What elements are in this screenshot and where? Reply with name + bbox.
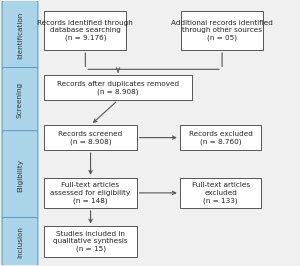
Text: Studies included in
qualitative synthesis
(n = 15): Studies included in qualitative synthesi… [53,231,128,252]
Text: Records identified through
database searching
(n = 9.176): Records identified through database sear… [38,20,133,41]
FancyBboxPatch shape [44,226,136,257]
Text: Full-text articles
excluded
(n = 133): Full-text articles excluded (n = 133) [191,182,250,204]
FancyBboxPatch shape [181,11,263,50]
FancyBboxPatch shape [180,125,262,150]
FancyBboxPatch shape [44,75,192,100]
FancyBboxPatch shape [180,178,262,208]
FancyBboxPatch shape [44,11,126,50]
Text: Identification: Identification [17,11,23,59]
Text: Additional records identified
through other sources
(n = 05): Additional records identified through ot… [171,20,273,41]
Text: Records excluded
(n = 8.760): Records excluded (n = 8.760) [189,131,253,145]
Text: Eligibility: Eligibility [17,159,23,192]
Text: Records after duplicates removed
(n = 8.908): Records after duplicates removed (n = 8.… [57,81,179,95]
FancyBboxPatch shape [2,68,38,133]
FancyBboxPatch shape [2,0,38,70]
Text: Inclusion: Inclusion [17,226,23,257]
FancyBboxPatch shape [44,178,136,208]
Text: Full-text articles
assessed for eligibility
(n = 148): Full-text articles assessed for eligibil… [50,182,131,204]
FancyBboxPatch shape [44,125,136,150]
FancyBboxPatch shape [2,131,38,220]
Text: Records screened
(n = 8.908): Records screened (n = 8.908) [58,131,123,145]
FancyBboxPatch shape [2,218,38,266]
Text: Screening: Screening [17,82,23,118]
